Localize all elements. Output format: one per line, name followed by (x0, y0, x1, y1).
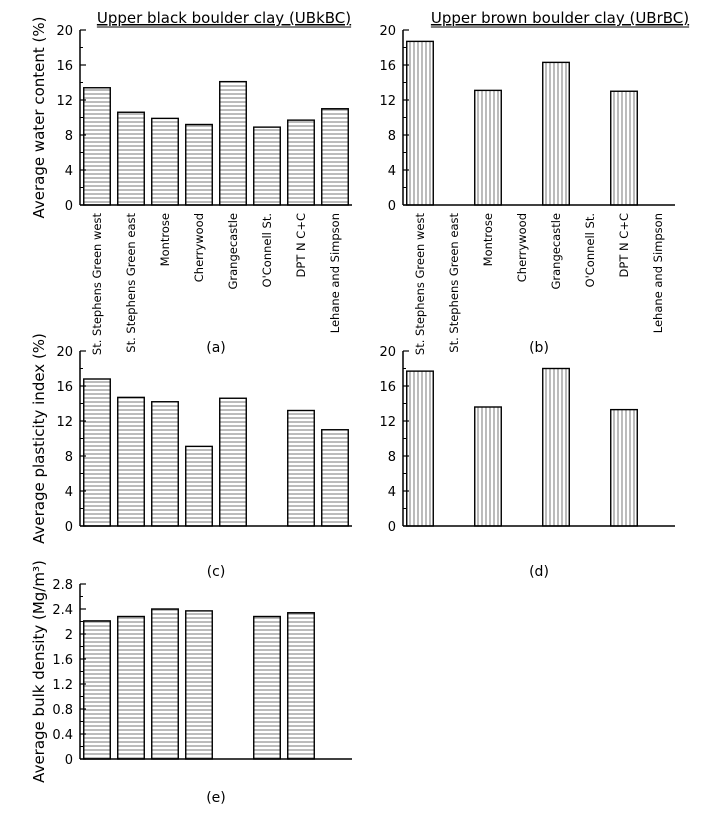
bar-d-6 (610, 408, 638, 527)
bar-e-3 (185, 610, 213, 760)
y-tick-label-b-1: 4 (388, 164, 396, 179)
y-tick-label-d-4: 16 (379, 380, 396, 395)
y-tick-label-b-3: 12 (379, 94, 396, 109)
bar-d-2 (474, 406, 502, 527)
y-tick-label-e-3: 1.2 (52, 678, 73, 693)
bar-b-0 (406, 40, 434, 206)
chart-b: 0 4 8 12 16 20 Upper brown boulder clay (UBrBC… (379, 9, 690, 356)
y-tick-label-c-4: 16 (56, 380, 73, 395)
bar-b-2 (474, 89, 502, 206)
x-tick-label-a-7: Lehane and Simpson (328, 213, 342, 333)
y-tick-label-b-4: 16 (379, 59, 396, 74)
bar-a-5 (253, 126, 281, 206)
y-tick-label-c-1: 4 (65, 485, 73, 500)
x-tick-label-b-7: Lehane and Simpson (651, 213, 665, 333)
caption-c: (c) (207, 564, 226, 580)
y-tick-label-a-2: 8 (65, 129, 73, 144)
x-tick-label-a-1: St. Stephens Green east (124, 213, 138, 353)
y-tick-label-d-2: 8 (388, 450, 396, 465)
x-tick-label-b-2: Montrose (481, 213, 495, 266)
bar-c-0 (83, 378, 111, 527)
chart-title-a: Upper black boulder clay (UBkBC) (97, 9, 351, 27)
chart-d: 0 4 8 12 16 20 (d) (379, 345, 675, 580)
bar-c-7 (321, 429, 349, 527)
bar-a-6 (287, 119, 315, 206)
y-axis-label-a: Average water content (%) (30, 16, 48, 218)
y-tick-label-c-5: 20 (56, 345, 73, 360)
y-axis-label-e: Average bulk density (Mg/m³) (30, 560, 48, 783)
caption-a: (a) (206, 340, 226, 356)
chart-e: 0 0.4 0.8 1.2 1.6 2 2.4 2.8 Average bulk density… (30, 560, 352, 806)
y-tick-label-a-0: 0 (65, 199, 73, 214)
bar-a-1 (117, 111, 145, 206)
bar-c-1 (117, 396, 145, 527)
bar-d-4 (542, 367, 570, 527)
y-tick-label-a-1: 4 (65, 164, 73, 179)
x-tick-label-b-6: DPT N C+C (617, 213, 631, 277)
x-tick-label-a-4: Grangecastle (226, 213, 240, 290)
y-tick-label-d-5: 20 (379, 345, 396, 360)
y-tick-label-e-1: 0.4 (52, 728, 73, 743)
bar-e-2 (151, 608, 179, 760)
y-tick-label-d-0: 0 (388, 520, 396, 535)
y-tick-label-a-5: 20 (56, 24, 73, 39)
bar-e-1 (117, 615, 145, 760)
bar-a-4 (219, 80, 247, 206)
x-tick-label-b-3: Cherrywood (515, 213, 529, 282)
bar-c-4 (219, 397, 247, 527)
y-tick-label-e-6: 2.4 (52, 603, 73, 618)
y-tick-label-e-7: 2.8 (52, 578, 73, 593)
y-tick-label-a-3: 12 (56, 94, 73, 109)
caption-e: (e) (206, 790, 226, 806)
y-tick-label-d-3: 12 (379, 415, 396, 430)
y-tick-label-e-4: 1.6 (52, 653, 73, 668)
chart-c: 0 4 8 12 16 20 Average plasticity index (%) (c) (30, 333, 352, 580)
x-tick-label-a-2: Montrose (158, 213, 172, 266)
y-tick-label-c-0: 0 (65, 520, 73, 535)
x-tick-label-b-5: O'Connell St. (583, 213, 597, 287)
y-tick-label-a-4: 16 (56, 59, 73, 74)
bar-b-4 (542, 61, 570, 206)
bar-e-0 (83, 620, 111, 760)
bar-b-6 (610, 90, 638, 206)
x-tick-label-a-5: O'Connell St. (260, 213, 274, 287)
x-tick-label-b-1: St. Stephens Green east (447, 213, 461, 353)
y-tick-label-e-0: 0 (65, 753, 73, 768)
bar-a-7 (321, 108, 349, 206)
y-tick-label-e-2: 0.8 (52, 703, 73, 718)
y-tick-label-d-1: 4 (388, 485, 396, 500)
x-tick-label-a-0: St. Stephens Green west (90, 213, 104, 356)
bar-a-2 (151, 117, 179, 206)
caption-b: (b) (529, 340, 549, 356)
bar-a-3 (185, 123, 213, 206)
bar-c-3 (185, 445, 213, 527)
y-tick-label-b-5: 20 (379, 24, 396, 39)
x-tick-label-b-4: Grangecastle (549, 213, 563, 290)
bar-c-6 (287, 409, 315, 527)
y-tick-label-b-2: 8 (388, 129, 396, 144)
x-tick-label-a-3: Cherrywood (192, 213, 206, 282)
bar-a-0 (83, 87, 111, 206)
y-tick-label-b-0: 0 (388, 199, 396, 214)
bar-e-6 (287, 612, 315, 760)
bar-d-0 (406, 370, 434, 527)
chart-a: 0 4 8 12 16 20 Average water content (%) Upper … (30, 9, 352, 356)
y-tick-label-e-5: 2 (65, 628, 73, 643)
caption-d: (d) (529, 564, 549, 580)
x-tick-label-b-0: St. Stephens Green west (413, 213, 427, 356)
y-axis-label-c: Average plasticity index (%) (30, 333, 48, 544)
bar-e-5 (253, 615, 281, 760)
y-tick-label-c-2: 8 (65, 450, 73, 465)
y-tick-label-c-3: 12 (56, 415, 73, 430)
x-tick-label-a-6: DPT N C+C (294, 213, 308, 277)
bar-c-2 (151, 401, 179, 527)
chart-title-b: Upper brown boulder clay (UBrBC) (431, 9, 689, 27)
